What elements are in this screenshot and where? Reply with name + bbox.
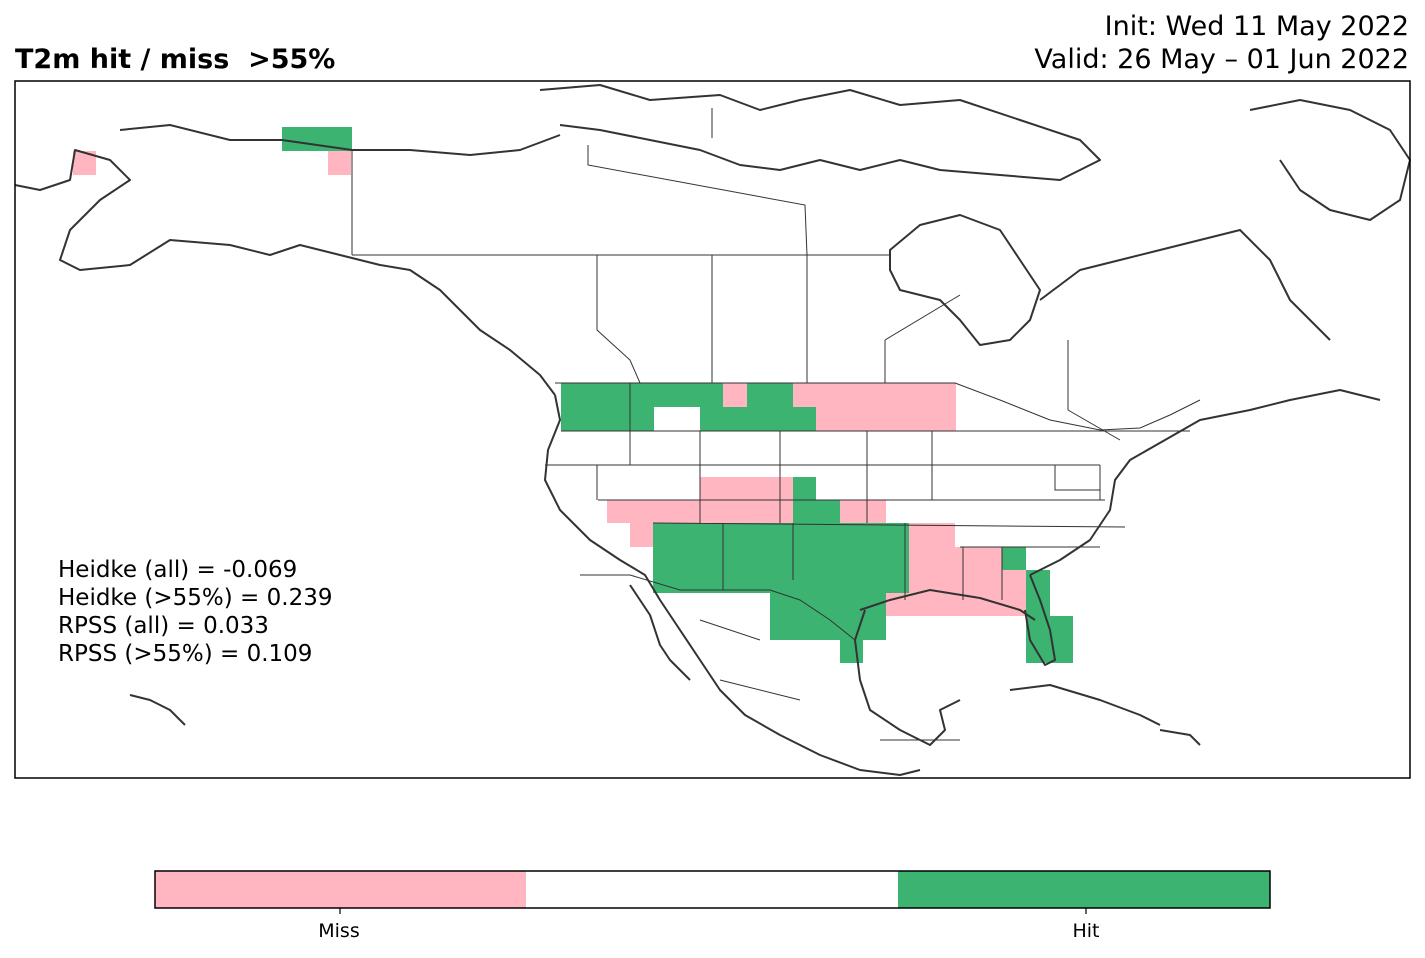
alaska-coast — [14, 149, 556, 396]
miss-cell — [73, 151, 96, 175]
labrador — [1039, 229, 1331, 341]
hit-cell — [793, 477, 816, 500]
colorbar-label-hit: Hit — [1072, 920, 1100, 942]
hit-cell — [653, 570, 909, 593]
colorbar — [154, 870, 1271, 914]
cuba — [1009, 684, 1161, 726]
miss-cell — [816, 407, 956, 431]
us-canada-border — [555, 382, 1201, 431]
miss-cells — [73, 151, 1026, 616]
hudson-bay — [889, 214, 1041, 346]
greenland — [1249, 99, 1411, 221]
hit-cell — [700, 407, 816, 431]
west-coast — [544, 394, 921, 776]
hit-cell — [1026, 570, 1050, 593]
miss-cell — [793, 383, 956, 407]
map-frame — [14, 80, 1411, 779]
us-mexico-border — [580, 574, 856, 641]
hit-cell — [793, 500, 840, 523]
miss-cell — [909, 570, 1026, 616]
hit-cells — [282, 127, 1073, 663]
miss-cell — [909, 523, 955, 547]
hit-cell — [561, 383, 723, 407]
colorbar-label-miss: Miss — [318, 920, 360, 942]
gulf-north — [859, 589, 1036, 621]
hit-cell — [770, 593, 886, 616]
miss-cell — [700, 477, 793, 500]
florida — [1024, 574, 1056, 666]
colorbar-miss-segment — [155, 871, 526, 908]
date-header: Init: Wed 11 May 2022 Valid: 26 May – 01… — [1034, 10, 1409, 76]
rpss-55: RPSS (>55%) = 0.109 — [58, 641, 313, 667]
arctic-islands — [539, 84, 1101, 181]
colorbar-hit-segment — [898, 871, 1270, 908]
mexico-states — [699, 619, 960, 741]
hit-cell — [653, 547, 909, 570]
hit-cell — [1002, 547, 1026, 570]
borders — [351, 108, 1201, 741]
us-states — [545, 383, 1190, 600]
baja — [629, 584, 691, 681]
map-title: T2m hit / miss >55% — [15, 44, 336, 75]
miss-cell — [909, 547, 1002, 570]
east-coast — [1029, 389, 1381, 576]
neutral-cells — [654, 407, 1026, 640]
canada-provinces — [352, 108, 1121, 441]
miss-cell — [328, 151, 351, 175]
hit-cell — [561, 407, 654, 431]
colorbar-neutral-segment — [526, 871, 898, 908]
gulf-coast — [854, 609, 961, 746]
hit-cell — [840, 640, 863, 663]
skill-scores: Heidke (all) = -0.069 Heidke (>55%) = 0.… — [58, 556, 332, 668]
miss-cell — [723, 383, 747, 407]
init-date: Init: Wed 11 May 2022 — [1104, 11, 1409, 42]
hit-cell — [653, 523, 909, 547]
neutral-cell — [886, 616, 1026, 640]
rpss-all: RPSS (all) = 0.033 — [58, 613, 269, 639]
hit-cell — [1026, 640, 1073, 663]
miss-cell — [840, 500, 886, 523]
heidke-all: Heidke (all) = -0.069 — [58, 557, 298, 583]
hit-cell — [282, 127, 352, 151]
colorbar-frame — [154, 870, 1271, 909]
hawaii — [129, 694, 186, 726]
valid-period: Valid: 26 May – 01 Jun 2022 — [1034, 44, 1409, 75]
miss-cell — [630, 523, 653, 547]
hit-cell — [747, 383, 793, 407]
hit-cell — [770, 616, 886, 640]
heidke-55: Heidke (>55%) = 0.239 — [58, 585, 333, 611]
neutral-cell — [654, 407, 700, 431]
hispaniola — [1159, 729, 1201, 746]
